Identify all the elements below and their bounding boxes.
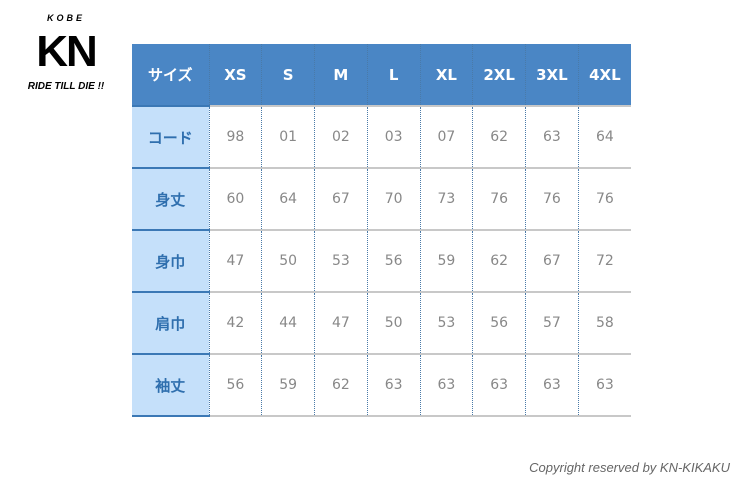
table-cell: 64 — [577, 105, 631, 168]
table-cell: 44 — [261, 291, 315, 354]
row-label: 身巾 — [132, 229, 209, 292]
header-size: 2XL — [472, 44, 526, 106]
table-cell: 50 — [261, 229, 315, 292]
table-cell: 72 — [577, 229, 631, 292]
table-cell: 76 — [525, 167, 579, 230]
table-cell: 62 — [472, 105, 526, 168]
table-cell: 56 — [208, 353, 262, 417]
table-cell: 67 — [314, 167, 368, 230]
table-cell: 76 — [472, 167, 526, 230]
header-size: M — [314, 44, 368, 106]
header-row: サイズ XS S M L XL 2XL 3XL 4XL — [132, 44, 631, 106]
brand-logo: KOBE KN RIDE TILL DIE !! — [14, 12, 118, 94]
table-cell: 67 — [525, 229, 579, 292]
table-cell: 58 — [577, 291, 631, 354]
row-label: 身丈 — [132, 167, 209, 230]
table-cell: 57 — [525, 291, 579, 354]
header-size: 3XL — [525, 44, 579, 106]
table-cell: 47 — [208, 229, 262, 292]
header-size: S — [261, 44, 315, 106]
table-cell: 63 — [419, 353, 473, 417]
table-cell: 70 — [366, 167, 420, 230]
header-size: XS — [208, 44, 262, 106]
table-cell: 73 — [419, 167, 473, 230]
header-size-label: サイズ — [132, 44, 209, 106]
table-cell: 76 — [577, 167, 631, 230]
table-cell: 01 — [261, 105, 315, 168]
copyright-text: Copyright reserved by KN-KIKAKU — [529, 460, 730, 475]
table-row: 肩巾 42 44 47 50 53 56 57 58 — [132, 291, 631, 354]
row-label: 袖丈 — [132, 353, 209, 417]
logo-tagline: RIDE TILL DIE !! — [27, 81, 105, 92]
table-cell: 50 — [366, 291, 420, 354]
table-cell: 53 — [314, 229, 368, 292]
header-size: XL — [419, 44, 473, 106]
table-cell: 03 — [366, 105, 420, 168]
table-cell: 56 — [366, 229, 420, 292]
table-cell: 07 — [419, 105, 473, 168]
table-cell: 02 — [314, 105, 368, 168]
table-cell: 62 — [314, 353, 368, 417]
table-row: コード 98 01 02 03 07 62 63 64 — [132, 105, 631, 168]
table-cell: 98 — [208, 105, 262, 168]
table-row: 身丈 60 64 67 70 73 76 76 76 — [132, 167, 631, 230]
logo-kobe: KOBE — [46, 13, 85, 23]
row-label: コード — [132, 105, 209, 168]
table-cell: 63 — [577, 353, 631, 417]
logo-kn: KN — [36, 27, 98, 76]
table-cell: 59 — [419, 229, 473, 292]
table-cell: 64 — [261, 167, 315, 230]
header-size: 4XL — [577, 44, 631, 106]
table-cell: 60 — [208, 167, 262, 230]
table-row: 身巾 47 50 53 56 59 62 67 72 — [132, 229, 631, 292]
table-row: 袖丈 56 59 62 63 63 63 63 63 — [132, 353, 631, 417]
table-cell: 63 — [525, 105, 579, 168]
header-size: L — [366, 44, 420, 106]
row-label: 肩巾 — [132, 291, 209, 354]
table-cell: 63 — [525, 353, 579, 417]
table-cell: 47 — [314, 291, 368, 354]
table-cell: 59 — [261, 353, 315, 417]
table-cell: 56 — [472, 291, 526, 354]
table-cell: 62 — [472, 229, 526, 292]
table-cell: 53 — [419, 291, 473, 354]
table-cell: 63 — [472, 353, 526, 417]
table-cell: 42 — [208, 291, 262, 354]
size-chart-table: サイズ XS S M L XL 2XL 3XL 4XL コード 98 01 02 03 07 62 63 64 身… — [132, 44, 631, 417]
table-cell: 63 — [366, 353, 420, 417]
